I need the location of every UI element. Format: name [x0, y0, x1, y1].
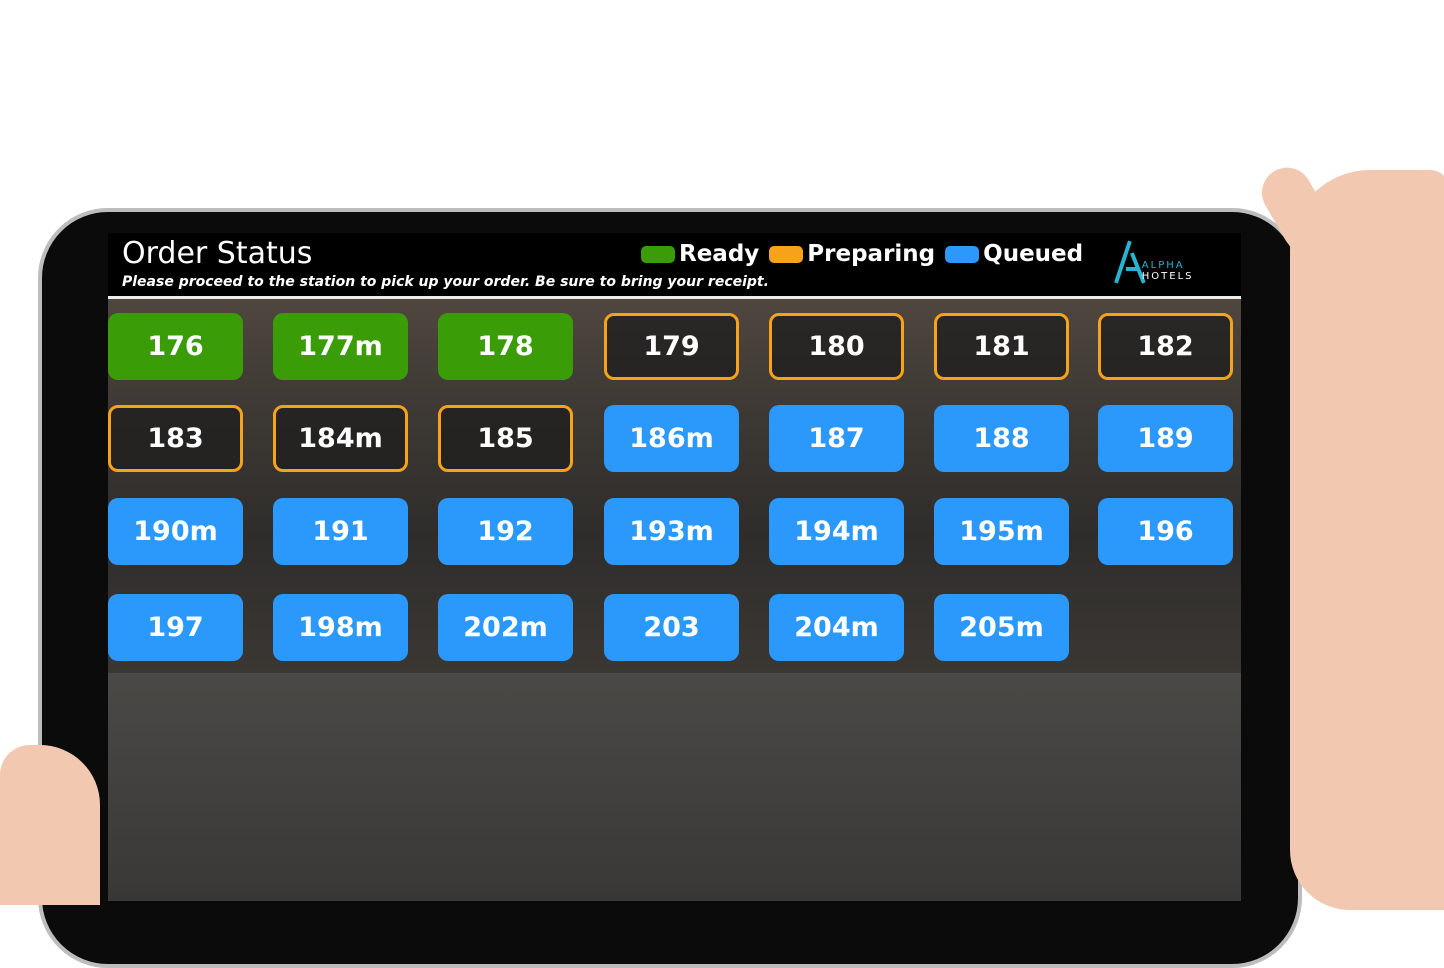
order-tile-preparing: 181 — [934, 313, 1069, 380]
ready-swatch — [641, 245, 675, 263]
page-subtitle: Please proceed to the station to pick up… — [122, 274, 769, 290]
order-tile-preparing: 182 — [1098, 313, 1233, 380]
order-tile-queued: 203 — [604, 594, 739, 661]
alpha-hotels-logo: ALPHA HOTELS — [1112, 239, 1241, 285]
preparing-swatch — [769, 245, 804, 263]
order-tile-queued: 186m — [604, 405, 739, 472]
order-tile-preparing: 180 — [769, 313, 904, 380]
logo-word2: HOTELS — [1141, 271, 1194, 282]
order-tile-ready: 176 — [108, 313, 243, 380]
order-status-screen: Order Status Please proceed to the stati… — [108, 233, 1241, 901]
legend-ready: Ready — [641, 241, 759, 267]
queued-swatch — [945, 245, 980, 263]
logo-a-icon — [1114, 240, 1146, 284]
legend-queued: Queued — [945, 241, 1083, 267]
order-tile-ready: 177m — [273, 313, 408, 380]
order-tile-queued: 191 — [273, 498, 408, 565]
order-tile-queued: 189 — [1098, 405, 1233, 472]
order-tile-queued: 193m — [604, 498, 739, 565]
order-tile-queued: 187 — [769, 405, 904, 472]
order-tile-queued: 202m — [438, 594, 573, 661]
order-tile-queued: 197 — [108, 594, 243, 661]
left-hand — [0, 745, 100, 905]
logo-word1: ALPHA — [1141, 260, 1185, 271]
order-tile-queued: 192 — [438, 498, 573, 565]
right-hand — [1290, 170, 1444, 910]
order-tile-ready: 178 — [438, 313, 573, 380]
legend: Ready Preparing Queued — [641, 241, 1087, 267]
legend-label: Preparing — [807, 241, 936, 267]
order-tile-queued: 204m — [769, 594, 904, 661]
order-tile-queued: 196 — [1098, 498, 1233, 565]
order-tile-preparing: 184m — [273, 405, 408, 472]
background-photo — [108, 673, 1241, 901]
legend-label: Ready — [679, 241, 760, 267]
order-tile-queued: 194m — [769, 498, 904, 565]
legend-preparing: Preparing — [769, 241, 935, 267]
header-bar: Order Status Please proceed to the stati… — [108, 233, 1241, 299]
page-title: Order Status — [122, 236, 313, 271]
order-tile-queued: 188 — [934, 405, 1069, 472]
order-tile-queued: 190m — [108, 498, 243, 565]
legend-label: Queued — [983, 241, 1084, 267]
order-tile-preparing: 185 — [438, 405, 573, 472]
order-tile-queued: 198m — [273, 594, 408, 661]
order-tile-preparing: 179 — [604, 313, 739, 380]
order-tile-queued: 195m — [934, 498, 1069, 565]
order-tile-preparing: 183 — [108, 405, 243, 472]
order-tile-queued: 205m — [934, 594, 1069, 661]
